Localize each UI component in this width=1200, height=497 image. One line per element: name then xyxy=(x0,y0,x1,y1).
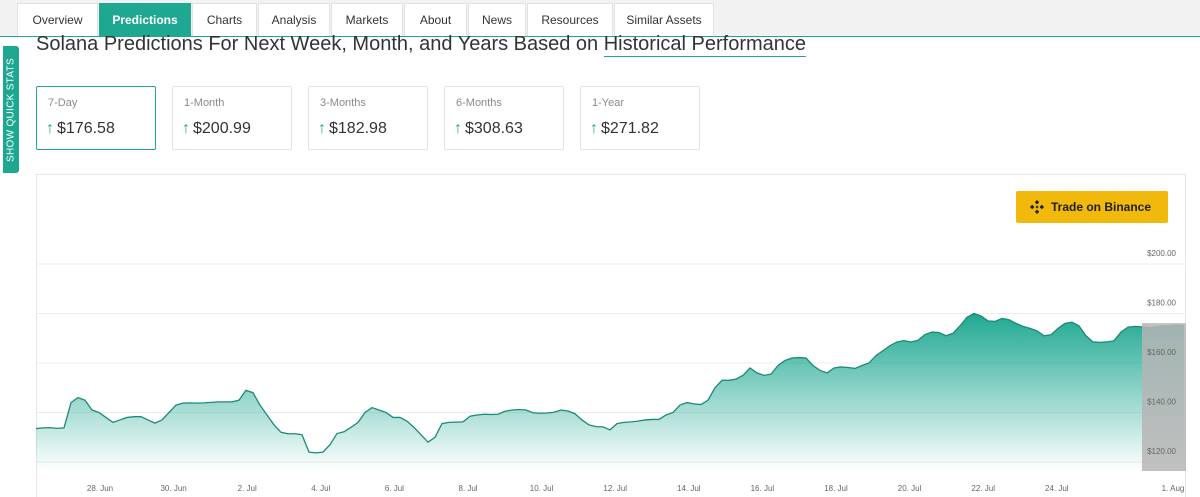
prediction-card-3-months[interactable]: 3-Months ↑ $182.98 xyxy=(308,86,428,150)
x-tick-label: 22. Jul xyxy=(971,484,995,493)
trade-on-binance-label: Trade on Binance xyxy=(1051,200,1152,214)
x-tick-label: 1. Aug xyxy=(1162,484,1185,493)
prediction-value-text: $308.63 xyxy=(465,120,523,137)
prediction-card-label: 6-Months xyxy=(456,97,502,109)
y-tick-label: $140.00 xyxy=(1147,398,1176,407)
page-title-text: Solana Predictions For Next Week, Month,… xyxy=(36,33,604,55)
tab-overview[interactable]: Overview xyxy=(17,3,98,36)
arrow-up-icon: ↑ xyxy=(46,120,54,137)
tab-predictions[interactable]: Predictions xyxy=(99,3,191,36)
forecast-band xyxy=(1142,323,1186,471)
prediction-card-label: 7-Day xyxy=(48,97,78,109)
tab-news[interactable]: News xyxy=(468,3,526,36)
tab-analysis[interactable]: Analysis xyxy=(258,3,330,36)
price-chart: $120.00 $140.00 $160.00 $180.00 $200.00 28. … xyxy=(36,174,1186,497)
arrow-up-icon: ↑ xyxy=(182,120,190,137)
tab-similar-assets[interactable]: Similar Assets xyxy=(614,3,714,36)
price-line xyxy=(36,312,1185,454)
prediction-value-text: $271.82 xyxy=(601,120,659,137)
tab-charts[interactable]: Charts xyxy=(192,3,257,36)
x-tick-label: 18. Jul xyxy=(824,484,848,493)
arrow-up-icon: ↑ xyxy=(454,120,462,137)
prediction-card-1-year[interactable]: 1-Year ↑ $271.82 xyxy=(580,86,700,150)
prediction-value-text: $200.99 xyxy=(193,120,251,137)
prediction-card-value: ↑ $308.63 xyxy=(454,120,523,138)
y-tick-label: $160.00 xyxy=(1147,348,1176,357)
prediction-card-value: ↑ $200.99 xyxy=(182,120,251,138)
x-tick-label: 10. Jul xyxy=(530,484,554,493)
prediction-card-7-day[interactable]: 7-Day ↑ $176.58 xyxy=(36,86,156,150)
arrow-up-icon: ↑ xyxy=(318,120,326,137)
tab-about[interactable]: About xyxy=(404,3,467,36)
prediction-card-value: ↑ $182.98 xyxy=(318,120,387,138)
x-tick-label: 6. Jul xyxy=(385,484,404,493)
arrow-up-icon: ↑ xyxy=(590,120,598,137)
x-tick-label: 16. Jul xyxy=(751,484,775,493)
y-tick-label: $200.00 xyxy=(1147,249,1176,258)
prediction-card-value: ↑ $271.82 xyxy=(590,120,659,138)
y-tick-label: $180.00 xyxy=(1147,299,1176,308)
binance-logo-icon xyxy=(1030,200,1044,214)
x-tick-label: 8. Jul xyxy=(458,484,477,493)
show-quick-stats-button[interactable]: SHOW QUICK STATS xyxy=(3,46,19,173)
show-quick-stats-label: SHOW QUICK STATS xyxy=(5,57,17,162)
page-title-highlight: Historical Performance xyxy=(603,33,807,57)
x-tick-label: 28. Jun xyxy=(87,484,113,493)
x-tick-label: 30. Jun xyxy=(160,484,186,493)
x-tick-label: 2. Jul xyxy=(238,484,257,493)
prediction-value-text: $176.58 xyxy=(57,120,115,137)
x-tick-label: 24. Jul xyxy=(1045,484,1069,493)
x-tick-label: 4. Jul xyxy=(311,484,330,493)
tab-markets[interactable]: Markets xyxy=(331,3,403,36)
tab-resources[interactable]: Resources xyxy=(527,3,613,36)
prediction-card-label: 1-Year xyxy=(592,97,625,109)
page-title: Solana Predictions For Next Week, Month,… xyxy=(36,33,807,57)
tab-bar: Overview Predictions Charts Analysis Mar… xyxy=(0,0,1200,37)
x-tick-label: 20. Jul xyxy=(898,484,922,493)
trade-on-binance-button[interactable]: Trade on Binance xyxy=(1016,191,1168,223)
price-area xyxy=(36,313,1184,471)
prediction-value-text: $182.98 xyxy=(329,120,387,137)
y-tick-label: $120.00 xyxy=(1147,447,1176,456)
prediction-card-6-months[interactable]: 6-Months ↑ $308.63 xyxy=(444,86,564,150)
x-tick-label: 12. Jul xyxy=(603,484,627,493)
prediction-card-1-month[interactable]: 1-Month ↑ $200.99 xyxy=(172,86,292,150)
prediction-card-value: ↑ $176.58 xyxy=(46,120,115,138)
x-tick-label: 14. Jul xyxy=(677,484,701,493)
prediction-card-label: 1-Month xyxy=(184,97,225,109)
prediction-card-label: 3-Months xyxy=(320,97,366,109)
price-chart-svg: $120.00 $140.00 $160.00 $180.00 $200.00 28. … xyxy=(36,249,1186,493)
